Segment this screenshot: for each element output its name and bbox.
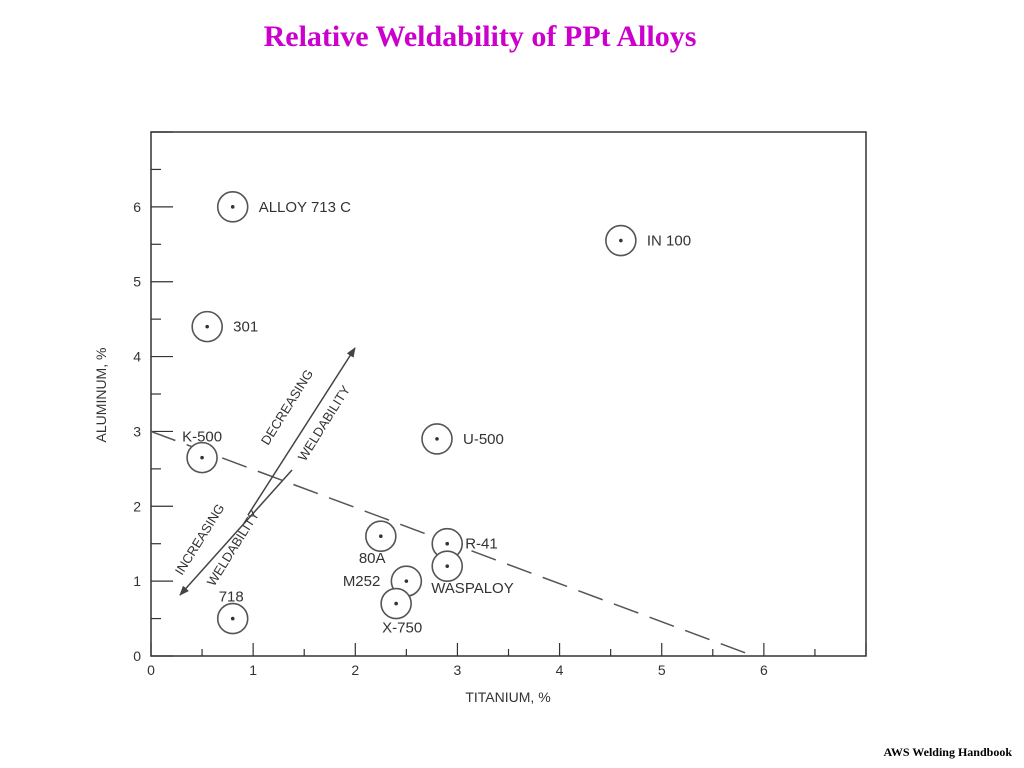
data-point: IN 100 (605, 224, 691, 257)
y-tick-label: 0 (133, 648, 141, 664)
x-axis-label: TITANIUM, % (465, 689, 550, 705)
point-label: X-750 (382, 620, 422, 637)
y-tick-label: 1 (133, 573, 141, 589)
point-marker-dot (394, 601, 398, 606)
data-point: ALLOY 713 C (216, 191, 351, 223)
y-tick-label: 2 (133, 498, 141, 514)
data-point: X-750 (380, 587, 422, 637)
slide-title: Relative Weldability of PPt Alloys (263, 20, 697, 53)
x-tick-label: 2 (351, 662, 359, 678)
y-tick-label: 6 (133, 199, 141, 215)
point-label: 301 (233, 319, 258, 336)
source-note: AWS Welding Handbook (883, 745, 1012, 759)
axis-ticks: 0 1 2 3 4 5 6 0 1 2 3 4 5 6 (133, 131, 867, 678)
x-tick-label: 5 (658, 662, 666, 678)
point-marker-dot (205, 324, 209, 329)
data-point: K-500 (182, 429, 222, 474)
decreasing-weldability-arrow (247, 347, 356, 516)
y-tick-label: 4 (133, 349, 141, 365)
data-point: 80A (359, 520, 397, 567)
x-tick-label: 6 (760, 662, 768, 678)
point-marker-dot (404, 579, 409, 583)
point-label: 80A (359, 550, 386, 567)
point-marker-dot (619, 238, 623, 243)
x-tick-label: 0 (147, 662, 155, 678)
point-marker-dot (230, 616, 235, 621)
point-label: U-500 (463, 431, 504, 448)
point-marker-dot (445, 541, 450, 546)
point-label: M252 (343, 573, 381, 590)
point-label: 718 (219, 589, 244, 606)
y-tick-label: 3 (133, 423, 141, 439)
data-point: 718 (216, 589, 249, 635)
point-marker-dot (379, 534, 383, 539)
point-label: WASPALOY (431, 580, 514, 597)
x-tick-label: 4 (556, 662, 564, 678)
point-marker-dot (230, 205, 235, 209)
alloy-points: ALLOY 713 C IN 100 301 K-500 U-500 80A R-41 WAS… (182, 191, 691, 637)
x-tick-label: 1 (249, 662, 257, 678)
point-label: R-41 (465, 536, 498, 553)
x-tick-label: 3 (454, 662, 462, 678)
point-marker-dot (435, 437, 439, 441)
y-tick-label: 5 (133, 274, 141, 290)
data-point: U-500 (421, 423, 504, 455)
point-marker-dot (445, 564, 450, 568)
point-label: ALLOY 713 C (259, 199, 351, 216)
increasing-weldability-arrow (179, 469, 293, 596)
point-label: K-500 (182, 429, 222, 446)
point-marker-dot (200, 455, 204, 460)
weldability-annotations: INCREASING WELDABILITY DECREASING WELDAB… (172, 367, 353, 589)
data-point: M252 (343, 565, 423, 597)
data-point: WASPALOY (431, 550, 514, 597)
data-point: 301 (191, 310, 258, 343)
point-label: IN 100 (647, 233, 691, 250)
y-axis-label: ALUMINUM, % (93, 348, 109, 443)
